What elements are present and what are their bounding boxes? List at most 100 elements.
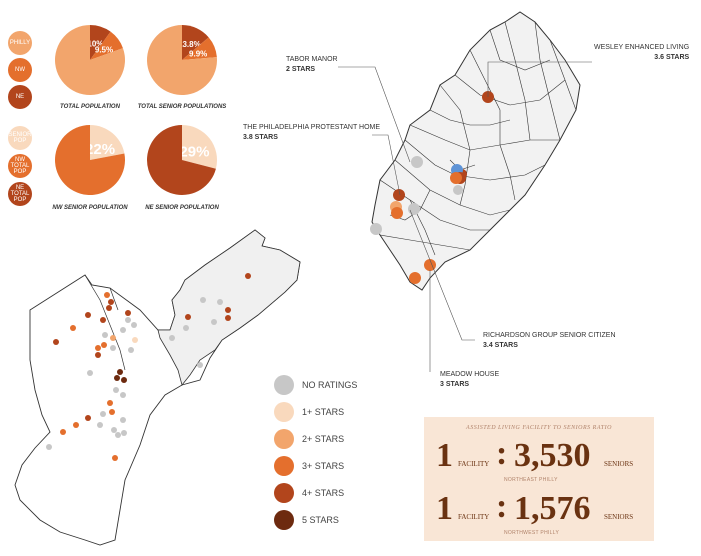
facility-dot xyxy=(121,377,127,383)
facility-dot xyxy=(112,455,118,461)
facility-ratio-panel: ASSISTED LIVING FACILITY TO SENIORS RATI… xyxy=(424,417,654,541)
callout-tabor-manor: TABOR MANOR 2 STARS xyxy=(286,56,338,73)
callout-protestant-home-name: THE PHILADELPHIA PROTESTANT HOME xyxy=(243,124,381,131)
legend-nw: NW xyxy=(8,58,32,82)
facility-dot xyxy=(225,315,231,321)
facility-dot xyxy=(183,325,189,331)
nw-facility-dot xyxy=(393,189,405,201)
nw-facility-dot xyxy=(453,185,463,195)
callout-meadow-house-rating: 3 STARS xyxy=(440,381,470,388)
facility-dot xyxy=(70,325,76,331)
callout-meadow-house-name: MEADOW HOUSE xyxy=(440,371,500,378)
facility-dot xyxy=(125,317,131,323)
legend-nw-label: NW xyxy=(15,67,25,73)
facility-dot xyxy=(73,422,79,428)
facility-dot xyxy=(131,322,137,328)
facility-dot xyxy=(106,305,112,311)
nw-colon: : xyxy=(496,488,508,525)
legend-senior-pop-label: SENIOR POP xyxy=(8,132,32,144)
facility-dot xyxy=(95,352,101,358)
nw-facility-dot xyxy=(370,223,382,235)
pie-slice-label: 22% xyxy=(85,141,115,158)
northwest-zoom-map xyxy=(370,11,581,291)
pie-slice xyxy=(90,31,123,60)
legend-senior-pop: SENIOR POP xyxy=(8,126,32,150)
nw-facility-dot xyxy=(411,156,423,168)
pie-caption-nw-senior-population: NW SENIOR POPULATION xyxy=(52,205,128,211)
facility-dot xyxy=(104,292,110,298)
ne-facility-count: 1 xyxy=(436,437,453,474)
nw-boundary xyxy=(84,274,126,371)
callout-protestant-home-rating: 3.8 STARS xyxy=(243,134,278,141)
nw-seniors-count: 1,576 xyxy=(514,490,591,527)
pie-slice xyxy=(90,25,111,60)
legend-dot-3-stars xyxy=(274,456,294,476)
nw-facility-dot xyxy=(391,207,403,219)
ne-seniors-word: SENIORS xyxy=(604,460,634,468)
facility-dot xyxy=(117,369,123,375)
facility-dot xyxy=(85,312,91,318)
facility-dot xyxy=(95,345,101,351)
pie-slice-label: 29% xyxy=(179,143,209,160)
callout-wesley-rating: 3.6 STARS xyxy=(654,54,690,61)
legend-philly-label: PHILLY xyxy=(9,40,31,46)
ratio-title: ASSISTED LIVING FACILITY TO SENIORS RATI… xyxy=(466,425,612,431)
facility-dot xyxy=(211,319,217,325)
facility-dot xyxy=(101,342,107,348)
legend-nw-total-pop-label: NW TOTAL POP xyxy=(10,157,30,175)
callout-wesley: WESLEY ENHANCED LIVING 3.6 STARS xyxy=(594,44,689,61)
facility-dot xyxy=(102,332,108,338)
facility-dot xyxy=(120,417,126,423)
pie-slice xyxy=(146,25,217,95)
facility-dot xyxy=(200,297,206,303)
legend-label-5-stars: 5 STARS xyxy=(302,515,339,525)
nw-facility-count: 1 xyxy=(436,490,453,527)
facility-dot xyxy=(113,387,119,393)
facility-dot xyxy=(185,314,191,320)
facility-dot xyxy=(120,392,126,398)
nw-seniors-word: SENIORS xyxy=(604,513,634,521)
nw-facility-word: FACILITY xyxy=(458,513,490,521)
facility-dot xyxy=(128,347,134,353)
legend-dot-1-stars xyxy=(274,402,294,422)
nw-facility-dot xyxy=(409,272,421,284)
legend-nw-total-pop: NW TOTAL POP xyxy=(8,154,32,178)
pie-slice-label: 10% xyxy=(87,39,103,48)
pie-caption-ne-senior-population: NE SENIOR POPULATION xyxy=(145,205,219,211)
legend-ne-total-pop: NE TOTAL POP xyxy=(8,182,32,206)
nw-facility-dot xyxy=(450,172,462,184)
callout-protestant-home: THE PHILADELPHIA PROTESTANT HOME 3.8 STA… xyxy=(243,124,380,141)
callout-wesley-name: WESLEY ENHANCED LIVING xyxy=(594,44,690,51)
pie-slice xyxy=(182,125,217,169)
callout-tabor-manor-rating: 2 STARS xyxy=(286,66,316,73)
callout-richardson-name: RICHARDSON GROUP SENIOR CITIZEN xyxy=(483,332,616,339)
nw-zoom-outline xyxy=(371,11,581,291)
callout-meadow-house: MEADOW HOUSE 3 STARS xyxy=(440,371,499,388)
pie-slice-label: 13.8% xyxy=(178,40,201,49)
facility-dot xyxy=(125,310,131,316)
pie-slice xyxy=(182,37,217,60)
callout-richardson-rating: 3.4 STARS xyxy=(483,342,518,349)
facility-dot xyxy=(85,415,91,421)
facility-dot xyxy=(109,409,115,415)
pie-slice xyxy=(182,25,209,60)
pie-slice xyxy=(90,125,125,160)
pie-charts: 10%9.5% 13.8%9.9% 22% 29% xyxy=(54,25,217,196)
facility-dot xyxy=(53,339,59,345)
legend-dot-2-stars xyxy=(274,429,294,449)
philadelphia-map xyxy=(14,229,301,546)
facility-dot xyxy=(197,362,203,368)
facility-dot xyxy=(245,273,251,279)
pie-caption-total-senior-populations: TOTAL SENIOR POPULATIONS xyxy=(137,104,227,110)
pie-slice xyxy=(55,25,126,95)
pie-ne-senior-population: 29% xyxy=(146,125,217,195)
facility-dot xyxy=(169,335,175,341)
city-facility-dots xyxy=(46,273,251,461)
pie-total-senior-populations: 13.8%9.9% xyxy=(146,25,217,95)
legend-label-2-stars: 2+ STARS xyxy=(302,434,345,444)
pie-slice-label: 9.9% xyxy=(189,49,207,58)
ne-facility-word: FACILITY xyxy=(458,460,490,468)
facility-dot xyxy=(60,429,66,435)
legend-philly: PHILLY xyxy=(8,31,32,55)
